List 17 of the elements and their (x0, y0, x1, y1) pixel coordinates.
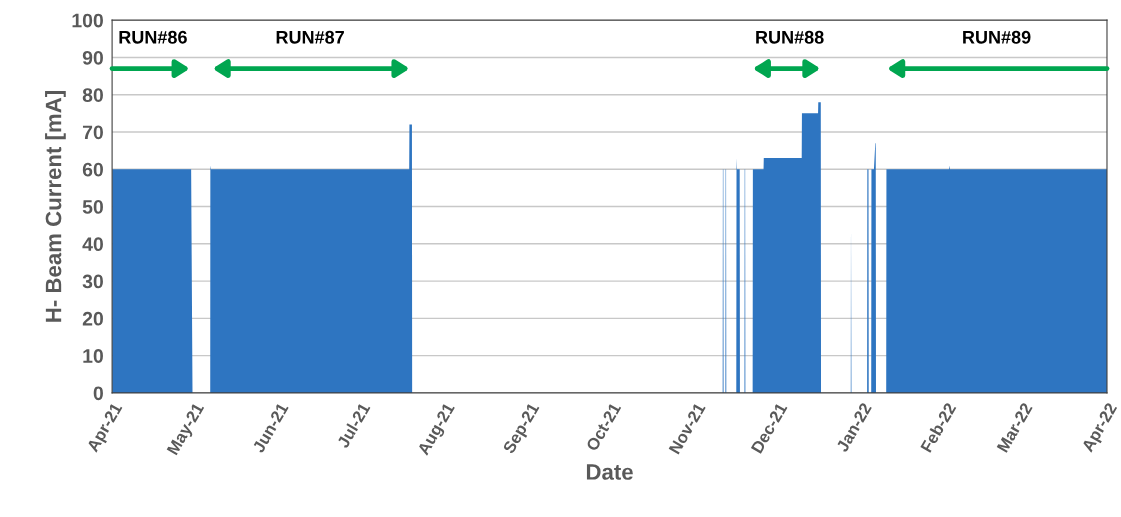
y-tick-label: 70 (82, 125, 103, 140)
y-tick-label: 20 (82, 311, 103, 326)
x-axis-title: Date (586, 464, 633, 480)
annotation: RUN#87 (276, 30, 344, 44)
y-tick-label: 40 (82, 237, 103, 252)
y-tick-label: 30 (82, 274, 103, 289)
y-axis-title: H- Beam Current [mA] (45, 91, 66, 322)
y-tick-label: 50 (82, 200, 103, 214)
y-tick-label: 80 (82, 88, 103, 102)
y-tick-label: 60 (82, 162, 103, 177)
y-tick-label: 90 (82, 50, 103, 65)
y-tick-label: 0 (93, 386, 103, 401)
annotation: RUN#89 (963, 30, 1031, 44)
y-tick-label: 100 (72, 13, 103, 28)
annotation: RUN#88 (756, 30, 824, 44)
y-tick-label: 10 (83, 349, 103, 363)
annotation: RUN#86 (119, 30, 187, 44)
